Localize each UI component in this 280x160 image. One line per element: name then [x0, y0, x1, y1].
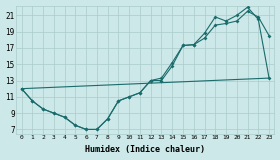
- X-axis label: Humidex (Indice chaleur): Humidex (Indice chaleur): [85, 145, 205, 154]
